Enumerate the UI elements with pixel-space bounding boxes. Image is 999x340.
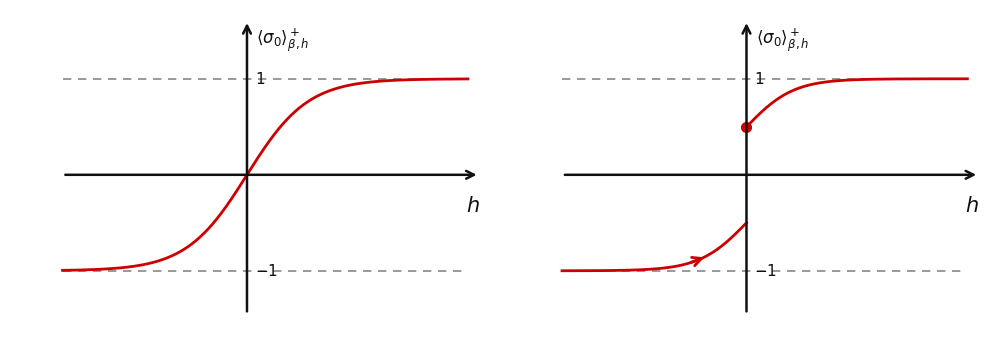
Text: $1$: $1$ (754, 71, 764, 87)
Text: $-1$: $-1$ (754, 263, 777, 279)
Text: $h$: $h$ (965, 196, 979, 216)
Text: $\langle\sigma_0\rangle^+_{\beta,h}$: $\langle\sigma_0\rangle^+_{\beta,h}$ (257, 27, 310, 54)
Text: $\langle\sigma_0\rangle^+_{\beta,h}$: $\langle\sigma_0\rangle^+_{\beta,h}$ (756, 27, 809, 54)
Text: $-1$: $-1$ (255, 263, 278, 279)
Text: $h$: $h$ (466, 196, 480, 216)
Text: $1$: $1$ (255, 71, 265, 87)
